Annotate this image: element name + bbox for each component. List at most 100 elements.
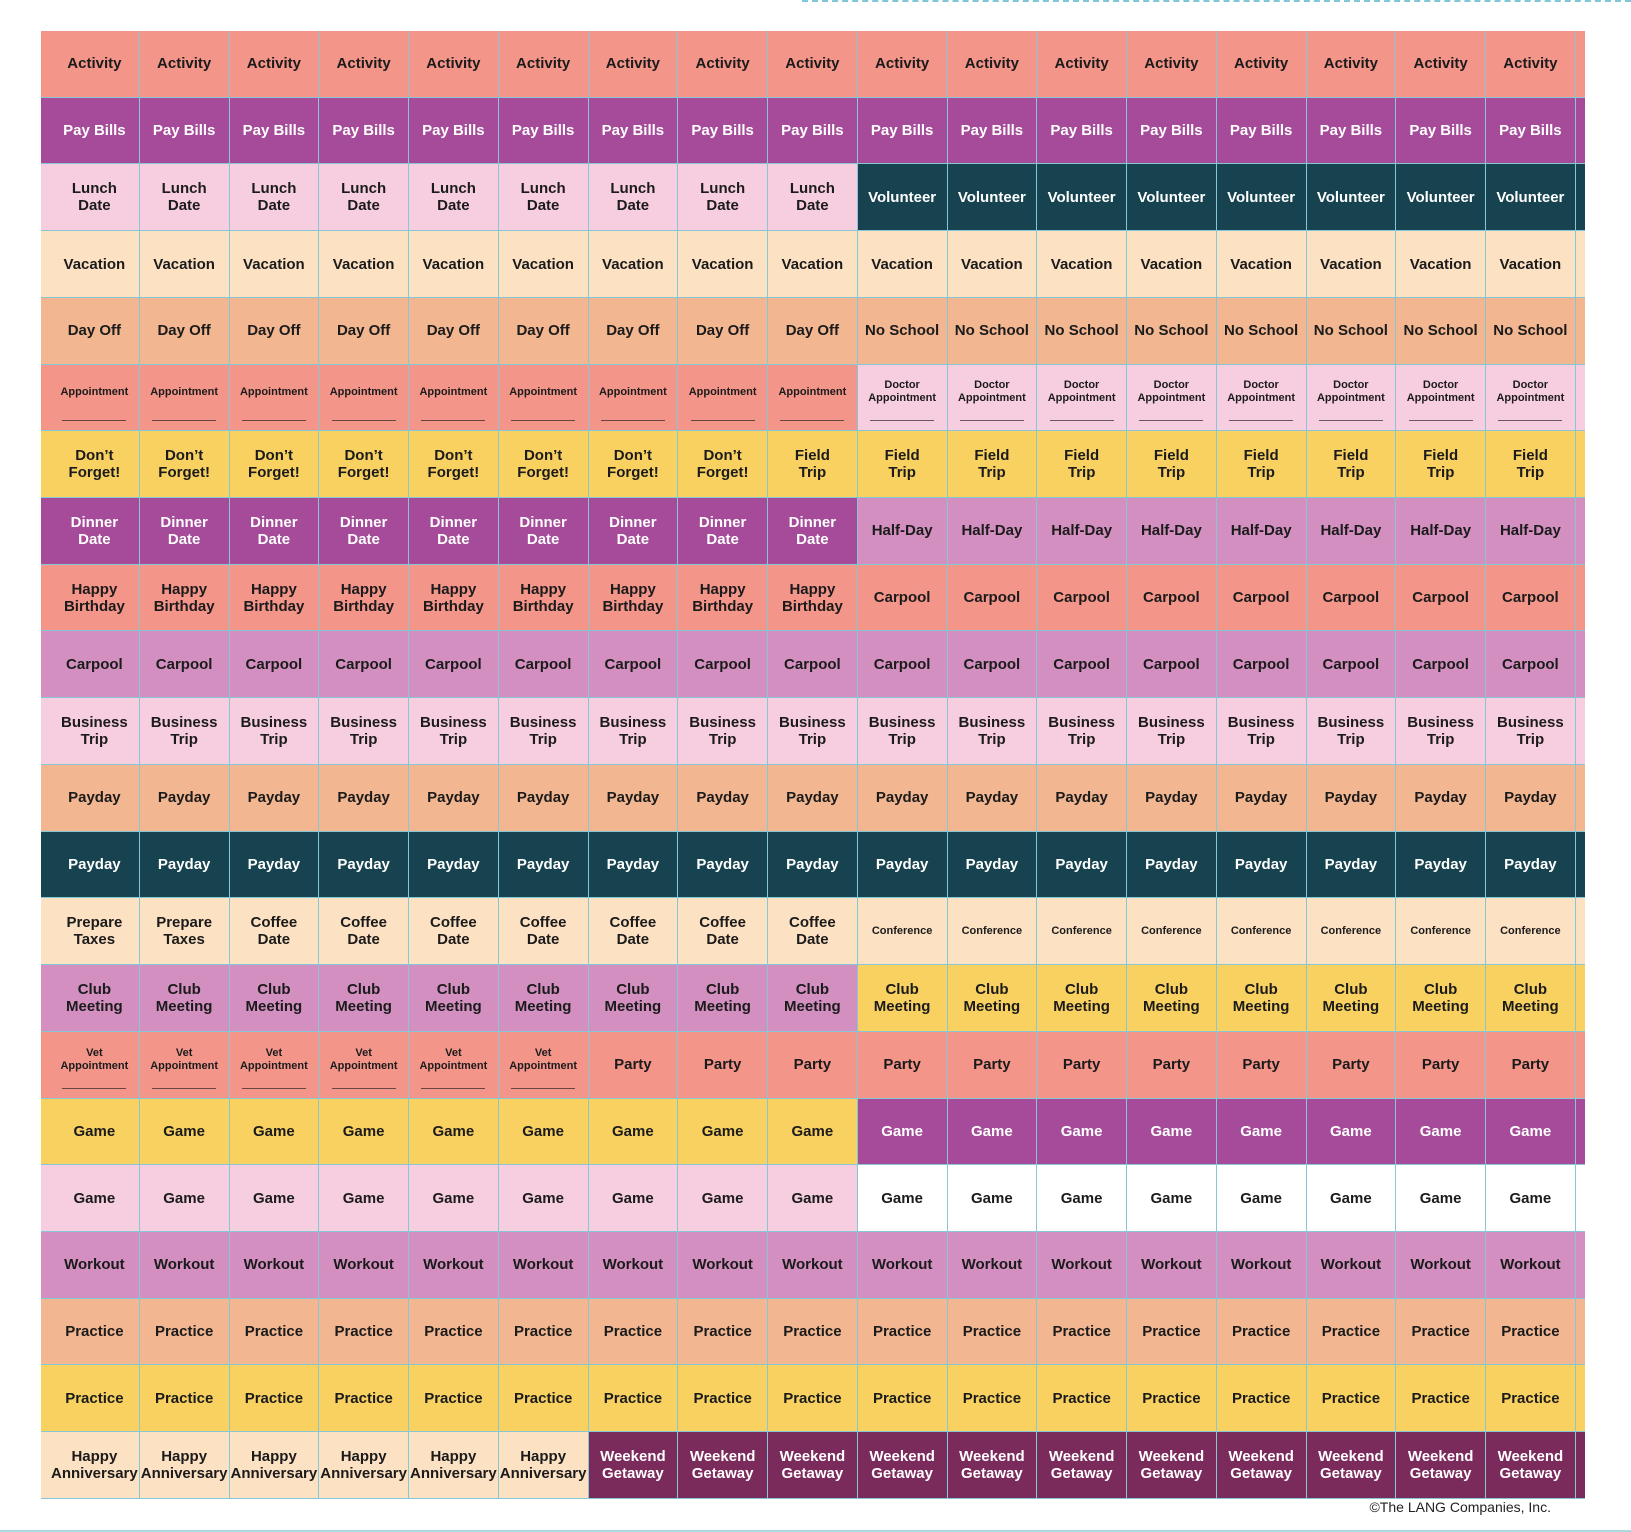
sticker-volunteer[interactable]: Volunteer (1216, 164, 1307, 232)
sticker-vacation[interactable]: Vacation (50, 231, 140, 298)
sticker-day-off[interactable]: Day Off (678, 297, 768, 365)
sticker-field-trip[interactable]: Field Trip (768, 431, 858, 499)
sticker-field-trip[interactable]: Field Trip (1127, 431, 1217, 499)
sticker-vacation[interactable]: Vacation (1037, 231, 1127, 298)
sticker-payday[interactable]: Payday (50, 764, 140, 832)
sticker-party[interactable]: Party (947, 1031, 1038, 1099)
sticker-happy-birthday[interactable]: Happy Birthday (139, 564, 230, 632)
sticker-game[interactable]: Game (1037, 1098, 1127, 1166)
sticker-vacation[interactable]: Vacation (1306, 231, 1397, 298)
sticker-game[interactable]: Game (1486, 1098, 1576, 1166)
sticker-business-trip[interactable]: Business Trip (857, 698, 948, 765)
sticker-appointment[interactable]: Appointment (50, 364, 140, 432)
sticker-vet-appointment[interactable]: Vet Appointment (319, 1031, 409, 1099)
sticker-workout[interactable]: Workout (50, 1231, 140, 1299)
sticker-volunteer[interactable]: Volunteer (1396, 164, 1486, 232)
sticker-business-trip[interactable]: Business Trip (409, 698, 499, 765)
sticker-payday[interactable]: Payday (1306, 831, 1397, 899)
sticker-club-meeting[interactable]: Club Meeting (409, 965, 499, 1032)
sticker-carpool[interactable]: Carpool (857, 631, 948, 699)
sticker-half-day[interactable]: Half-Day (857, 498, 948, 565)
sticker-weekend-getaway[interactable]: Weekend Getaway (1396, 1432, 1486, 1499)
sticker-business-trip[interactable]: Business Trip (50, 698, 140, 765)
sticker-weekend-getaway[interactable]: Weekend Getaway (588, 1432, 679, 1499)
sticker-weekend-getaway[interactable]: Weekend Getaway (1486, 1432, 1576, 1499)
sticker-game[interactable]: Game (857, 1098, 948, 1166)
sticker-activity[interactable]: Activity (1306, 31, 1397, 98)
sticker-happy-birthday[interactable]: Happy Birthday (768, 564, 858, 632)
sticker-vacation[interactable]: Vacation (1486, 231, 1576, 298)
sticker-carpool[interactable]: Carpool (1216, 564, 1307, 632)
sticker-game[interactable]: Game (229, 1165, 320, 1232)
sticker-carpool[interactable]: Carpool (498, 631, 589, 699)
sticker-doctor-appointment[interactable]: Doctor Appointment (1396, 364, 1486, 432)
sticker-dinner-date[interactable]: Dinner Date (409, 498, 499, 565)
sticker-club-meeting[interactable]: Club Meeting (947, 965, 1038, 1032)
sticker-payday[interactable]: Payday (947, 831, 1038, 899)
sticker-pay-bills[interactable]: Pay Bills (857, 97, 948, 165)
sticker-no-school[interactable]: No School (857, 297, 948, 365)
sticker-game[interactable]: Game (1396, 1165, 1486, 1232)
sticker-conference[interactable]: Conference (1037, 898, 1127, 966)
sticker-practice[interactable]: Practice (1216, 1298, 1307, 1366)
sticker-payday[interactable]: Payday (588, 831, 679, 899)
sticker-payday[interactable]: Payday (319, 831, 409, 899)
sticker-workout[interactable]: Workout (768, 1231, 858, 1299)
sticker-dinner-date[interactable]: Dinner Date (498, 498, 589, 565)
sticker-activity[interactable]: Activity (50, 31, 140, 98)
sticker-game[interactable]: Game (498, 1098, 589, 1166)
sticker-coffee-date[interactable]: Coffee Date (409, 898, 499, 966)
sticker-day-off[interactable]: Day Off (768, 297, 858, 365)
sticker-practice[interactable]: Practice (1216, 1365, 1307, 1433)
sticker-appointment[interactable]: Appointment (768, 364, 858, 432)
sticker-vacation[interactable]: Vacation (588, 231, 679, 298)
sticker-lunch-date[interactable]: Lunch Date (50, 164, 140, 232)
sticker-workout[interactable]: Workout (678, 1231, 768, 1299)
sticker-vacation[interactable]: Vacation (498, 231, 589, 298)
sticker-practice[interactable]: Practice (947, 1298, 1038, 1366)
sticker-pay-bills[interactable]: Pay Bills (139, 97, 230, 165)
sticker-activity[interactable]: Activity (409, 31, 499, 98)
sticker-carpool[interactable]: Carpool (1127, 564, 1217, 632)
sticker-payday[interactable]: Payday (1486, 764, 1576, 832)
sticker-payday[interactable]: Payday (857, 764, 948, 832)
sticker-dinner-date[interactable]: Dinner Date (678, 498, 768, 565)
sticker-activity[interactable]: Activity (498, 31, 589, 98)
sticker-half-day[interactable]: Half-Day (1127, 498, 1217, 565)
sticker-business-trip[interactable]: Business Trip (1486, 698, 1576, 765)
sticker-volunteer[interactable]: Volunteer (1127, 164, 1217, 232)
sticker-payday[interactable]: Payday (1216, 831, 1307, 899)
sticker-conference[interactable]: Conference (1216, 898, 1307, 966)
sticker-appointment[interactable]: Appointment (409, 364, 499, 432)
sticker-workout[interactable]: Workout (1396, 1231, 1486, 1299)
sticker-weekend-getaway[interactable]: Weekend Getaway (1306, 1432, 1397, 1499)
sticker-payday[interactable]: Payday (50, 831, 140, 899)
sticker-happy-birthday[interactable]: Happy Birthday (229, 564, 320, 632)
sticker-half-day[interactable]: Half-Day (1037, 498, 1127, 565)
sticker-no-school[interactable]: No School (947, 297, 1038, 365)
sticker-field-trip[interactable]: Field Trip (1216, 431, 1307, 499)
sticker-business-trip[interactable]: Business Trip (229, 698, 320, 765)
sticker-club-meeting[interactable]: Club Meeting (768, 965, 858, 1032)
sticker-club-meeting[interactable]: Club Meeting (139, 965, 230, 1032)
sticker-game[interactable]: Game (319, 1098, 409, 1166)
sticker-pay-bills[interactable]: Pay Bills (678, 97, 768, 165)
sticker-club-meeting[interactable]: Club Meeting (229, 965, 320, 1032)
sticker-party[interactable]: Party (1486, 1031, 1576, 1099)
sticker-lunch-date[interactable]: Lunch Date (319, 164, 409, 232)
sticker-prepare-taxes[interactable]: Prepare Taxes (50, 898, 140, 966)
sticker-party[interactable]: Party (1306, 1031, 1397, 1099)
sticker-activity[interactable]: Activity (319, 31, 409, 98)
sticker-prepare-taxes[interactable]: Prepare Taxes (139, 898, 230, 966)
sticker-workout[interactable]: Workout (1127, 1231, 1217, 1299)
sticker-game[interactable]: Game (768, 1165, 858, 1232)
sticker-dont-forget[interactable]: Don’t Forget! (229, 431, 320, 499)
sticker-game[interactable]: Game (947, 1098, 1038, 1166)
sticker-dinner-date[interactable]: Dinner Date (229, 498, 320, 565)
sticker-game[interactable]: Game (1306, 1165, 1397, 1232)
sticker-workout[interactable]: Workout (857, 1231, 948, 1299)
sticker-vet-appointment[interactable]: Vet Appointment (409, 1031, 499, 1099)
sticker-day-off[interactable]: Day Off (139, 297, 230, 365)
sticker-happy-birthday[interactable]: Happy Birthday (678, 564, 768, 632)
sticker-pay-bills[interactable]: Pay Bills (409, 97, 499, 165)
